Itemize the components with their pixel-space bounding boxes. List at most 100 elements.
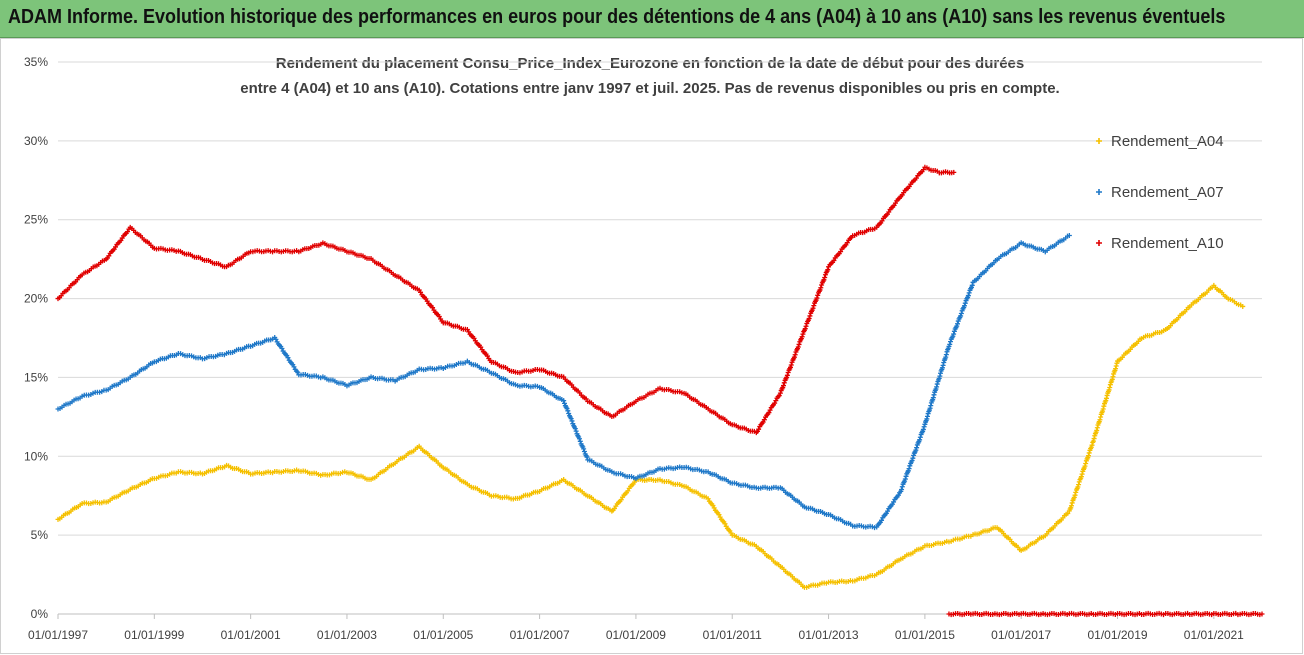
data-point xyxy=(1082,463,1088,469)
data-point xyxy=(1094,425,1100,431)
x-tick-label: 01/01/2001 xyxy=(221,628,281,642)
data-point xyxy=(1069,500,1075,506)
data-point xyxy=(1066,232,1072,238)
x-tick-label: 01/01/2003 xyxy=(317,628,377,642)
data-point xyxy=(943,352,949,358)
data-point xyxy=(958,311,964,317)
x-tick-label: 01/01/2009 xyxy=(606,628,666,642)
chart-subtitle-line1: Rendement du placement Consu_Price_Index… xyxy=(276,55,1024,72)
data-point xyxy=(1089,442,1095,448)
data-point xyxy=(1110,374,1116,380)
data-point xyxy=(802,326,808,332)
data-point xyxy=(906,466,912,472)
legend: Rendement_A04 Rendement_A07 Rendement_A10 xyxy=(1096,133,1224,252)
data-point xyxy=(1113,363,1119,369)
data-point xyxy=(955,321,961,327)
data-point xyxy=(899,484,905,490)
data-point xyxy=(781,383,787,389)
y-tick-label: 5% xyxy=(31,528,49,542)
data-point xyxy=(761,417,767,423)
legend-label: Rendement_A10 xyxy=(1111,235,1224,252)
data-point xyxy=(825,267,831,273)
data-point xyxy=(807,313,813,319)
data-point xyxy=(573,428,579,434)
data-point xyxy=(930,395,936,401)
x-tick-label: 01/01/1997 xyxy=(28,628,88,642)
data-point xyxy=(934,384,940,390)
data-point xyxy=(781,380,787,386)
data-point xyxy=(920,426,926,432)
y-tick-label: 20% xyxy=(24,292,48,306)
y-tick-label: 30% xyxy=(24,134,48,148)
data-points xyxy=(55,164,1265,618)
data-point xyxy=(921,424,927,430)
data-point xyxy=(576,436,582,442)
data-point xyxy=(1090,438,1096,444)
x-tick-label: 01/01/2011 xyxy=(703,628,762,642)
data-point xyxy=(577,438,583,444)
data-point xyxy=(1076,482,1082,488)
data-point xyxy=(914,445,920,451)
data-point xyxy=(961,303,967,309)
data-point xyxy=(784,372,790,378)
data-point xyxy=(954,323,960,329)
x-tick-label: 01/01/2007 xyxy=(510,628,570,642)
data-point xyxy=(581,449,587,455)
data-point xyxy=(273,336,279,342)
data-point xyxy=(791,354,797,360)
legend-marker xyxy=(1096,138,1102,144)
data-point xyxy=(1107,385,1113,391)
title-banner: ADAM Informe. Evolution historique des p… xyxy=(0,0,1304,38)
data-point xyxy=(939,365,945,371)
data-point xyxy=(902,476,908,482)
page-title: ADAM Informe. Evolution historique des p… xyxy=(8,6,1226,28)
data-point xyxy=(822,275,828,281)
data-point xyxy=(803,323,809,329)
data-point xyxy=(810,305,816,311)
data-point xyxy=(1101,403,1107,409)
chart-subtitle-line2: entre 4 (A04) et 10 ans (A10). Cotations… xyxy=(240,80,1059,97)
data-point xyxy=(909,458,915,464)
data-point xyxy=(924,413,930,419)
data-point xyxy=(562,400,568,406)
data-point xyxy=(722,521,728,527)
data-point xyxy=(1091,436,1097,442)
x-tick-label: 01/01/2017 xyxy=(991,628,1051,642)
data-point xyxy=(951,169,957,175)
data-point xyxy=(937,373,943,379)
data-point xyxy=(800,331,806,337)
data-point xyxy=(1078,474,1084,480)
data-point xyxy=(1259,611,1265,617)
legend-label: Rendement_A04 xyxy=(1111,133,1224,150)
data-point xyxy=(777,390,783,396)
data-point xyxy=(1073,489,1079,495)
data-point xyxy=(1100,406,1106,412)
data-point xyxy=(969,282,975,288)
data-point xyxy=(1075,484,1081,490)
data-point xyxy=(1083,461,1089,467)
data-point xyxy=(903,473,909,479)
data-point xyxy=(910,455,916,461)
data-point xyxy=(917,434,923,440)
data-point xyxy=(279,346,285,352)
y-axis-ticks: 0% 5% 10% 15% 20% 25% 30% 35% xyxy=(24,55,48,621)
data-point xyxy=(1094,427,1100,433)
data-point xyxy=(572,426,578,432)
data-point xyxy=(937,370,943,376)
data-point xyxy=(295,369,301,375)
data-point xyxy=(561,398,567,404)
data-point xyxy=(1065,510,1071,516)
legend-marker xyxy=(1096,189,1102,195)
data-point xyxy=(917,437,923,443)
data-point xyxy=(569,418,575,424)
y-tick-label: 35% xyxy=(24,55,48,69)
x-axis-ticks: 01/01/1997 01/01/1999 01/01/2001 01/01/2003… xyxy=(28,614,1244,642)
y-tick-label: 15% xyxy=(24,370,48,384)
data-point xyxy=(1109,376,1115,382)
data-point xyxy=(792,352,798,358)
data-point xyxy=(795,344,801,350)
data-point xyxy=(1068,503,1074,509)
data-point xyxy=(913,447,919,453)
data-point xyxy=(568,416,574,422)
